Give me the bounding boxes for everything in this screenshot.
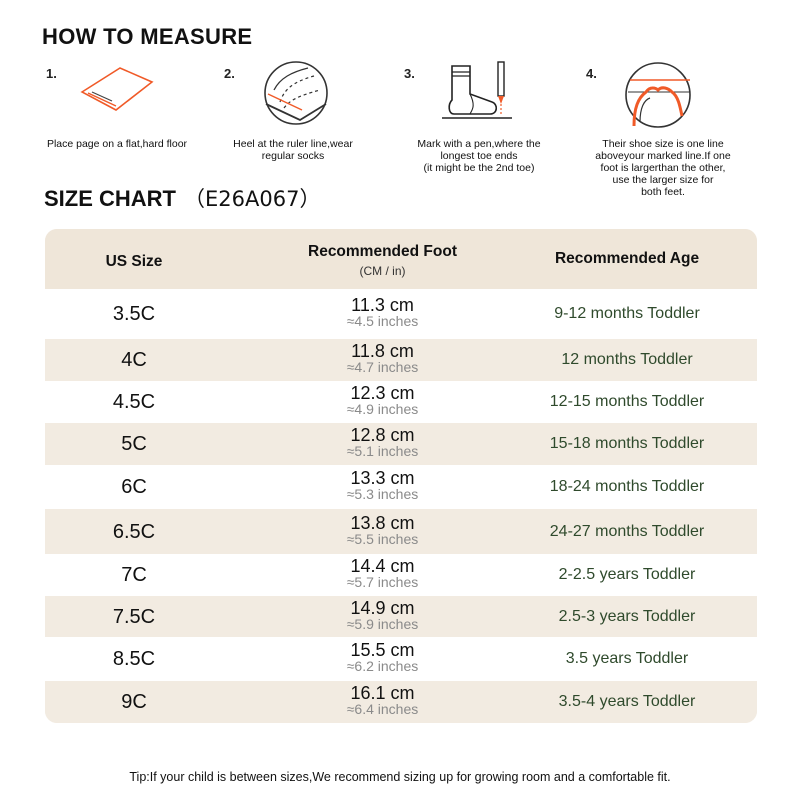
table-header: US Size Recommended Foot (CM / in) Recom…	[45, 229, 757, 289]
cell-recommended-age: 2-2.5 years Toddler	[558, 566, 696, 583]
step-4-line: aboveyour marked line.If one	[595, 150, 731, 162]
foot-inches: ≈5.7 inches	[346, 574, 419, 590]
cell-recommended-age: 12-15 months Toddler	[549, 393, 705, 410]
paper-icon	[80, 67, 154, 111]
foot-inches: ≈4.9 inches	[346, 401, 419, 417]
foot-inches: ≈4.7 inches	[346, 359, 419, 375]
foot-inches: ≈4.5 inches	[346, 313, 419, 329]
cell-recommended-age: 9-12 months Toddler	[554, 305, 700, 322]
cell-us-size: 7C	[121, 564, 147, 586]
cell-foot-length: 14.9 cm ≈5.9 inches	[310, 599, 455, 632]
foot-inches: ≈5.1 inches	[346, 443, 419, 459]
cell-us-size: 6.5C	[112, 520, 156, 543]
step-3-text: Mark with a pen,where the longest toe en…	[394, 138, 564, 174]
step-3-line: (it might be the 2nd toe)	[423, 162, 535, 174]
cell-us-size: 3.5C	[112, 303, 156, 325]
table-row: 8.5C 15.5 cm ≈6.2 inches 3.5 years Toddler	[45, 637, 757, 681]
foot-cm: 12.8 cm	[350, 425, 415, 445]
table-row: 4C 11.8 cm ≈4.7 inches 12 months Toddler	[45, 339, 757, 381]
step-4-line: use the larger size for	[612, 174, 714, 186]
header-foot-sub: (CM / in)	[359, 264, 406, 278]
step-number: 2.	[224, 66, 235, 81]
tip-text: Tip:If your child is between sizes,We re…	[129, 770, 671, 784]
step-4-text: Their shoe size is one line aboveyour ma…	[578, 138, 748, 198]
sock-pen-icon	[442, 61, 512, 119]
header-foot-label: Recommended Foot	[308, 243, 457, 260]
cell-us-size: 6C	[121, 476, 147, 498]
foot-cm: 16.1 cm	[350, 683, 415, 703]
step-4-line: foot is largerthan the other,	[600, 162, 726, 174]
table-row: 7.5C 14.9 cm ≈5.9 inches 2.5-3 years Toddle…	[45, 596, 757, 637]
cell-foot-length: 11.8 cm ≈4.7 inches	[310, 342, 455, 375]
foot-inches: ≈5.3 inches	[346, 486, 419, 502]
foot-outline-icon	[625, 62, 691, 128]
table-row: 3.5C 11.3 cm ≈4.5 inches 9-12 months Toddle…	[45, 289, 757, 339]
foot-cm: 14.4 cm	[350, 556, 415, 576]
cell-us-size: 8.5C	[112, 648, 156, 670]
table-row: 6.5C 13.8 cm ≈5.5 inches 24-27 months Toddl…	[45, 509, 757, 554]
cell-recommended-age: 12 months Toddler	[561, 351, 693, 368]
cell-recommended-age: 18-24 months Toddler	[549, 478, 705, 495]
header-recommended-age: Recommended Age	[554, 250, 700, 267]
cell-us-size: 5C	[121, 433, 147, 455]
cell-recommended-age: 3.5-4 years Toddler	[558, 693, 696, 710]
table-row: 5C 12.8 cm ≈5.1 inches 15-18 months Toddler	[45, 423, 757, 465]
foot-cm: 13.3 cm	[350, 468, 415, 488]
size-table: US Size Recommended Foot (CM / in) Recom…	[45, 229, 757, 723]
cell-recommended-age: 3.5 years Toddler	[565, 650, 689, 667]
cell-us-size: 4C	[121, 349, 147, 371]
step-4-line: both feet.	[641, 186, 685, 198]
cell-us-size: 9C	[121, 691, 147, 713]
cell-foot-length: 15.5 cm ≈6.2 inches	[310, 641, 455, 674]
step-1-text: Place page on a flat,hard floor	[46, 138, 188, 150]
step-3-line: Mark with a pen,where the	[417, 138, 541, 150]
foot-inches: ≈6.4 inches	[346, 701, 419, 717]
table-row: 6C 13.3 cm ≈5.3 inches 18-24 months Toddler	[45, 465, 757, 509]
step-2-text: Heel at the ruler line,wear regular sock…	[233, 138, 353, 162]
table-row: 4.5C 12.3 cm ≈4.9 inches 12-15 months Toddl…	[45, 381, 757, 423]
foot-cm: 13.8 cm	[350, 512, 415, 533]
header-us-size: US Size	[105, 253, 163, 270]
cell-foot-length: 11.3 cm ≈4.5 inches	[310, 296, 455, 329]
cell-foot-length: 14.4 cm ≈5.7 inches	[310, 557, 455, 590]
foot-inches: ≈5.5 inches	[346, 530, 419, 547]
how-to-measure-title: HOW TO MEASURE	[42, 24, 253, 49]
table-row: 9C 16.1 cm ≈6.4 inches 3.5-4 years Toddler	[45, 681, 757, 723]
cell-recommended-age: 15-18 months Toddler	[549, 435, 705, 452]
foot-inches: ≈6.2 inches	[346, 658, 419, 674]
foot-cm: 11.8 cm	[351, 341, 414, 361]
size-chart-title-text: SIZE CHART	[44, 186, 176, 211]
cell-recommended-age: 24-27 months Toddler	[549, 522, 705, 540]
foot-inches: ≈5.9 inches	[346, 615, 419, 632]
foot-cm: 14.9 cm	[350, 597, 415, 618]
step-4-line: Their shoe size is one line	[602, 138, 724, 150]
foot-cm: 15.5 cm	[350, 640, 415, 660]
cell-us-size: 4.5C	[112, 391, 156, 413]
step-number: 3.	[404, 66, 415, 81]
heel-ruler-icon	[264, 61, 328, 125]
cell-foot-length: 13.3 cm ≈5.3 inches	[310, 469, 455, 502]
cell-foot-length: 12.8 cm ≈5.1 inches	[310, 426, 455, 459]
cell-recommended-age: 2.5-3 years Toddler	[558, 607, 696, 625]
cell-foot-length: 16.1 cm ≈6.4 inches	[310, 684, 455, 717]
step-number: 4.	[586, 66, 597, 81]
step-number: 1.	[46, 66, 57, 81]
foot-cm: 12.3 cm	[350, 383, 415, 403]
step-3-line: longest toe ends	[440, 150, 518, 162]
header-recommended-foot: Recommended Foot (CM / in)	[260, 243, 505, 278]
size-chart-code: （E26A067）	[184, 187, 321, 211]
cell-foot-length: 13.8 cm ≈5.5 inches	[310, 514, 455, 547]
cell-us-size: 7.5C	[112, 605, 156, 628]
foot-cm: 11.3 cm	[351, 295, 414, 315]
table-row: 7C 14.4 cm ≈5.7 inches 2-2.5 years Toddler	[45, 554, 757, 596]
size-chart-title: SIZE CHART （E26A067）	[44, 183, 320, 213]
cell-foot-length: 12.3 cm ≈4.9 inches	[310, 384, 455, 417]
